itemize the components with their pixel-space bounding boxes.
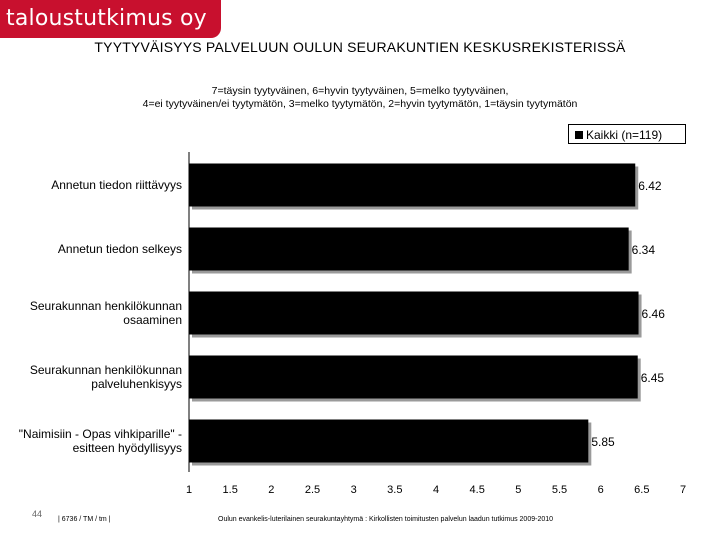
bar-value-label: 6.46 xyxy=(642,307,666,321)
x-tick-label: 2 xyxy=(268,484,274,496)
subtitle-line-1: 7=täysin tyytyväinen, 6=hyvin tyytyväine… xyxy=(211,85,509,97)
x-tick-label: 1 xyxy=(186,484,192,496)
x-tick-label: 4 xyxy=(433,484,439,496)
footer-note: Oulun evankelis-luterilainen seurakuntay… xyxy=(218,516,554,523)
category-label: osaaminen xyxy=(123,313,182,327)
chart-title: TYYTYVÄISYYS PALVELUUN OULUN SEURAKUNTIE… xyxy=(94,39,626,55)
chart-subtitle: 7=täysin tyytyväinen, 6=hyvin tyytyväine… xyxy=(0,85,720,111)
bar xyxy=(189,355,638,399)
x-tick-label: 4.5 xyxy=(470,484,485,496)
bar xyxy=(189,227,629,271)
report-reference: | 6736 / TM / tm | xyxy=(58,516,111,523)
chart-legend: Kaikki (n=119) xyxy=(568,124,686,144)
category-label: Annetun tiedon selkeys xyxy=(58,242,182,256)
category-label: Annetun tiedon riittävyys xyxy=(51,178,182,192)
x-tick-label: 6.5 xyxy=(634,484,649,496)
x-tick-label: 2.5 xyxy=(305,484,320,496)
legend-swatch xyxy=(575,131,583,139)
bar-value-label: 6.34 xyxy=(632,243,656,257)
legend-label: Kaikki (n=119) xyxy=(586,128,663,142)
bar-value-label: 5.85 xyxy=(591,435,615,449)
bar xyxy=(189,291,639,335)
bar xyxy=(189,419,589,463)
company-logo: taloustutkimus oy xyxy=(0,0,221,38)
bar xyxy=(189,163,636,207)
x-tick-label: 3 xyxy=(351,484,357,496)
x-tick-label: 5.5 xyxy=(552,484,567,496)
bar-value-label: 6.45 xyxy=(641,371,665,385)
x-tick-label: 3.5 xyxy=(387,484,402,496)
subtitle-line-2: 4=ei tyytyväinen/ei tyytymätön, 3=melko … xyxy=(142,98,578,110)
category-label: esitteen hyödyllisyys xyxy=(73,441,182,455)
x-tick-label: 1.5 xyxy=(223,484,238,496)
category-label: palveluhenkisyys xyxy=(91,377,182,391)
x-tick-label: 6 xyxy=(598,484,604,496)
category-label: "Naimisiin - Opas vihkiparille" - xyxy=(19,427,182,441)
category-label: Seurakunnan henkilökunnan xyxy=(30,299,182,313)
page-number: 44 xyxy=(32,509,43,519)
category-label: Seurakunnan henkilökunnan xyxy=(30,363,182,377)
bar-value-label: 6.42 xyxy=(638,179,662,193)
x-tick-label: 7 xyxy=(680,484,686,496)
x-tick-label: 5 xyxy=(515,484,521,496)
